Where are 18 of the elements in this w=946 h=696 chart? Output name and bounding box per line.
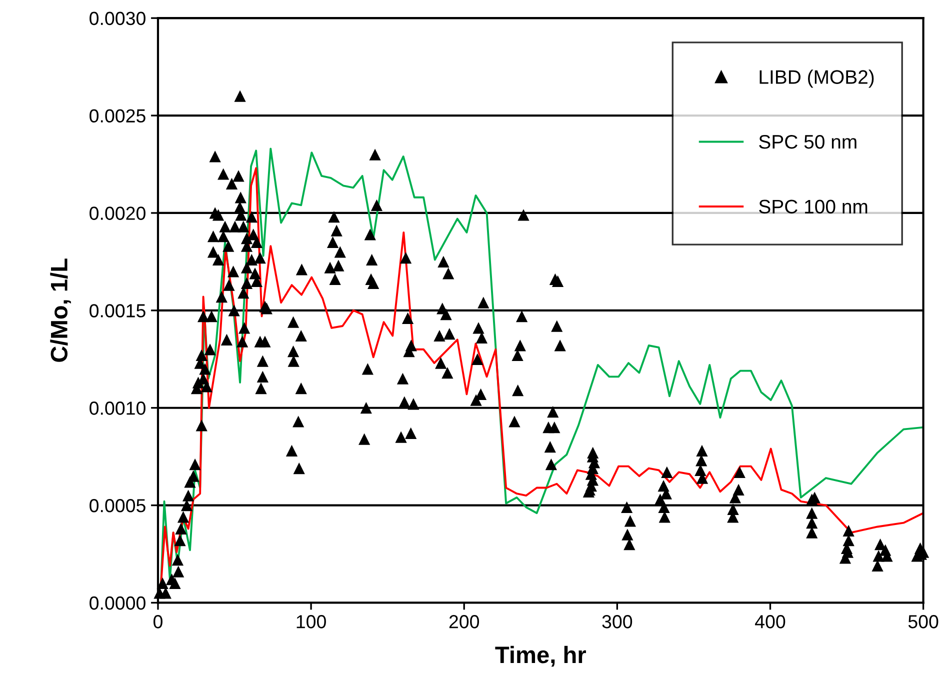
legend-label: LIBD (MOB2): [760, 70, 874, 88]
y-tick-label: 0.0015: [90, 304, 146, 318]
y-tick-label: 0.0030: [90, 12, 146, 26]
y-tick-label: 0.0000: [90, 596, 146, 610]
x-tick-label: 500: [908, 615, 938, 628]
x-tick-label: 300: [602, 615, 632, 628]
x-tick-label: 0: [154, 615, 162, 628]
y-tick-label: 0.0010: [90, 402, 146, 415]
legend-label: SPC 50 nm: [759, 134, 856, 149]
x-tick-label: 200: [449, 615, 480, 628]
x-axis-title: Time, hr: [495, 646, 586, 667]
x-tick-label: 400: [755, 615, 786, 628]
x-tick-label: 100: [296, 615, 326, 628]
y-tick-label: 0.0005: [90, 498, 146, 512]
y-tick-label: 0.0020: [90, 206, 146, 220]
y-tick-label: 0.0025: [90, 109, 146, 123]
legend-label: SPC 100 nm: [759, 200, 868, 214]
y-axis-title: C/Mo, 1/L: [50, 258, 71, 362]
